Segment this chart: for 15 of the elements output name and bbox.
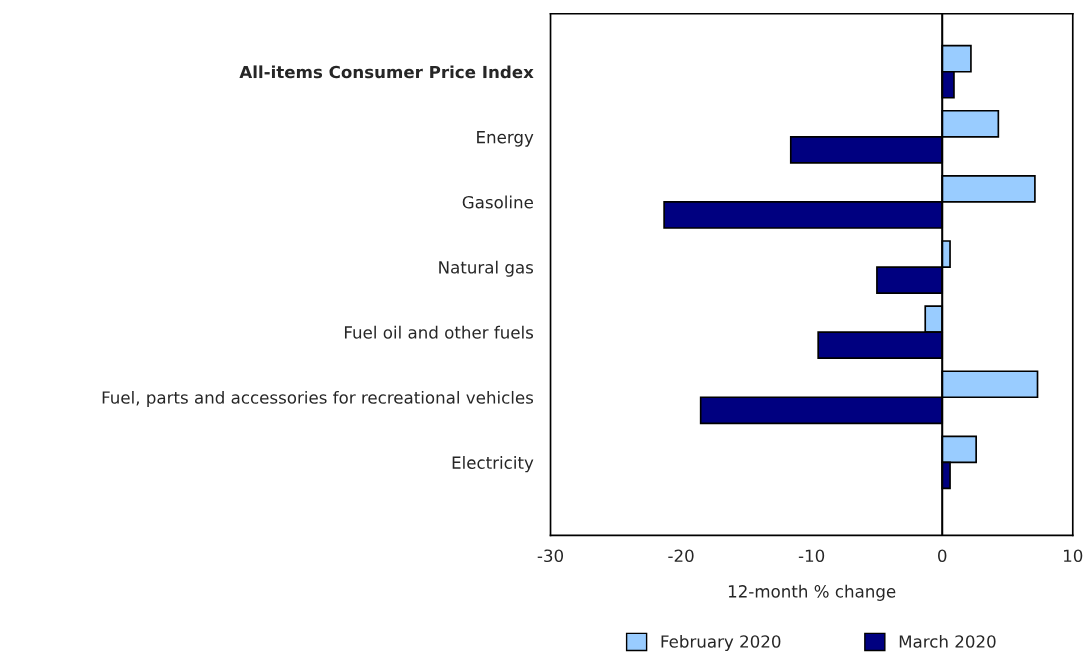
x-tick-label: 0 [938,549,947,563]
x-tick-label: -10 [798,549,825,563]
x-tick-label: 10 [1063,549,1083,563]
y-tick-label: Fuel oil and other fuels [344,325,534,339]
legend-label: March 2020 [899,634,996,648]
y-tick-label: Natural gas [439,260,534,277]
y-tick-label: Electricity [452,456,534,473]
y-tick-label: Energy [477,131,534,147]
x-tick-label: -30 [537,549,564,563]
y-tick-label: Gasoline [462,195,533,209]
y-tick-label: All-items Consumer Price Index [239,65,534,79]
x-tick-label: -20 [668,549,694,563]
y-tick-label: Fuel, parts and accessories for recreational vehicles [102,390,534,408]
legend-label: February 2020 [661,634,781,652]
x-axis-title: 12-month % change [728,584,896,601]
